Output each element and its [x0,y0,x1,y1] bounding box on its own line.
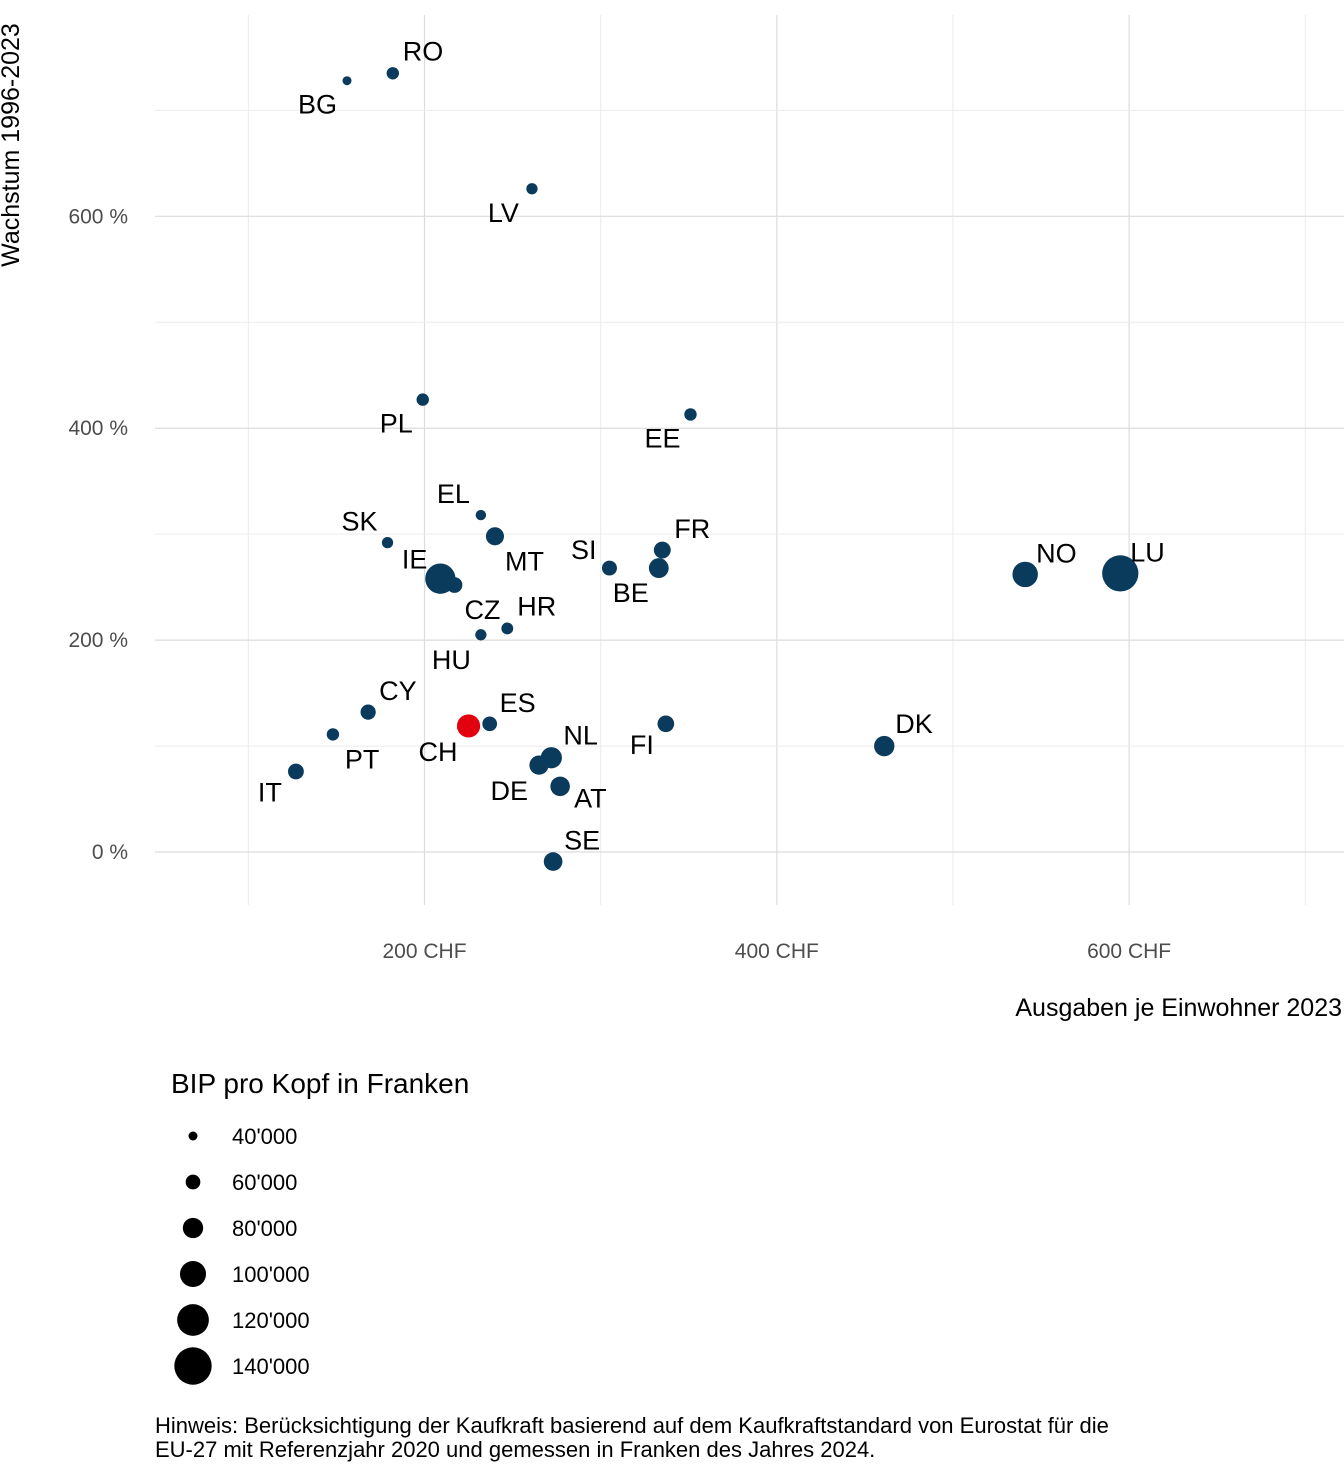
legend-size-label: 120'000 [232,1308,310,1333]
point-label-ch: CH [419,737,458,767]
point-label-cy: CY [379,676,417,706]
point-be [648,558,669,578]
legend-size-label: 140'000 [232,1354,310,1379]
point-label-se: SE [564,826,600,856]
legend-size-key [188,1131,198,1141]
legend-title: BIP pro Kopf in Franken [171,1068,469,1099]
point-label-sk: SK [341,507,377,537]
point-label-fi: FI [630,730,654,760]
point-se [543,852,563,871]
point-ch [456,714,481,738]
point-label-mt: MT [505,546,544,576]
point-label-lu: LU [1130,537,1165,567]
point-label-de: DE [490,776,528,806]
point-mt [485,527,505,546]
legend-size-key [174,1347,212,1385]
legend-size-label: 100'000 [232,1262,310,1287]
y-tick-label: 0 % [92,841,128,864]
legend-size-label: 40'000 [232,1124,297,1149]
point-label-bg: BG [298,90,337,120]
legend-size-key [182,1217,204,1239]
legend-size-key [177,1304,209,1336]
point-ee [684,408,697,421]
grid-lines [155,15,1344,905]
y-tick-label: 600 % [68,205,128,228]
point-label-cz: CZ [464,595,500,625]
footnote-line-2: EU-27 mit Referenzjahr 2020 und gemessen… [155,1437,876,1462]
data-points [288,67,1139,871]
point-labels: RO BG LV PL EE EL SK MT FR SI BE IE CZ HR HU NO LU CY ES CH… [258,36,1165,855]
point-label-no: NO [1036,538,1077,568]
point-hu [475,629,487,641]
point-label-pt: PT [345,744,380,774]
point-label-ro: RO [403,36,444,66]
point-dk [874,735,895,757]
footnote-line-1: Hinweis: Berücksichtigung der Kaufkraft … [155,1413,1109,1438]
point-cz [446,577,463,593]
point-label-hr: HR [517,591,556,621]
point-label-es: ES [500,688,536,718]
point-pt [326,728,340,741]
point-label-fr: FR [674,514,710,544]
point-label-it: IT [258,778,282,808]
axes: 200 CHF 400 CHF 600 CHF 0 % 200 % 400 % 600 % [68,205,1171,963]
point-at [550,776,570,797]
point-label-hu: HU [432,645,471,675]
point-lv [526,183,538,195]
legend-size-label: 60'000 [232,1170,297,1195]
point-label-si: SI [571,535,597,565]
point-lu [1102,555,1139,592]
legend-size-key [179,1260,207,1288]
point-fi [657,715,675,733]
point-label-lv: LV [488,198,519,228]
point-bg [342,76,352,86]
point-de [529,755,549,775]
point-pl [416,393,429,406]
point-es [482,716,498,732]
point-hr [501,622,514,635]
point-it [288,763,304,780]
point-el [475,509,487,521]
point-label-dk: DK [895,709,933,739]
size-legend: BIP pro Kopf in Franken 40'000 60'000 80'0… [171,1068,469,1385]
point-label-ee: EE [644,423,680,453]
x-axis-title: Ausgaben je Einwohner 2023 [1015,994,1342,1022]
x-tick-label: 200 CHF [382,940,466,963]
footnote: Hinweis: Berücksichtigung der Kaufkraft … [155,1414,1255,1462]
point-label-be: BE [613,578,649,608]
x-tick-label: 400 CHF [735,940,819,963]
point-no [1012,561,1038,588]
point-sk [381,537,394,549]
point-label-nl: NL [563,721,598,751]
point-label-pl: PL [380,409,413,439]
point-label-ie: IE [402,545,428,575]
point-ro [386,67,400,80]
y-tick-label: 400 % [68,417,128,440]
point-si [601,560,617,576]
x-tick-label: 600 CHF [1087,940,1171,963]
y-tick-label: 200 % [68,629,128,652]
legend-size-label: 80'000 [232,1216,297,1241]
point-cy [360,704,376,720]
y-axis-title: Wachstum 1996-2023 [0,23,25,267]
point-fr [653,541,671,559]
legend-size-key [185,1174,201,1190]
point-label-at: AT [574,783,607,813]
point-label-el: EL [437,479,470,509]
